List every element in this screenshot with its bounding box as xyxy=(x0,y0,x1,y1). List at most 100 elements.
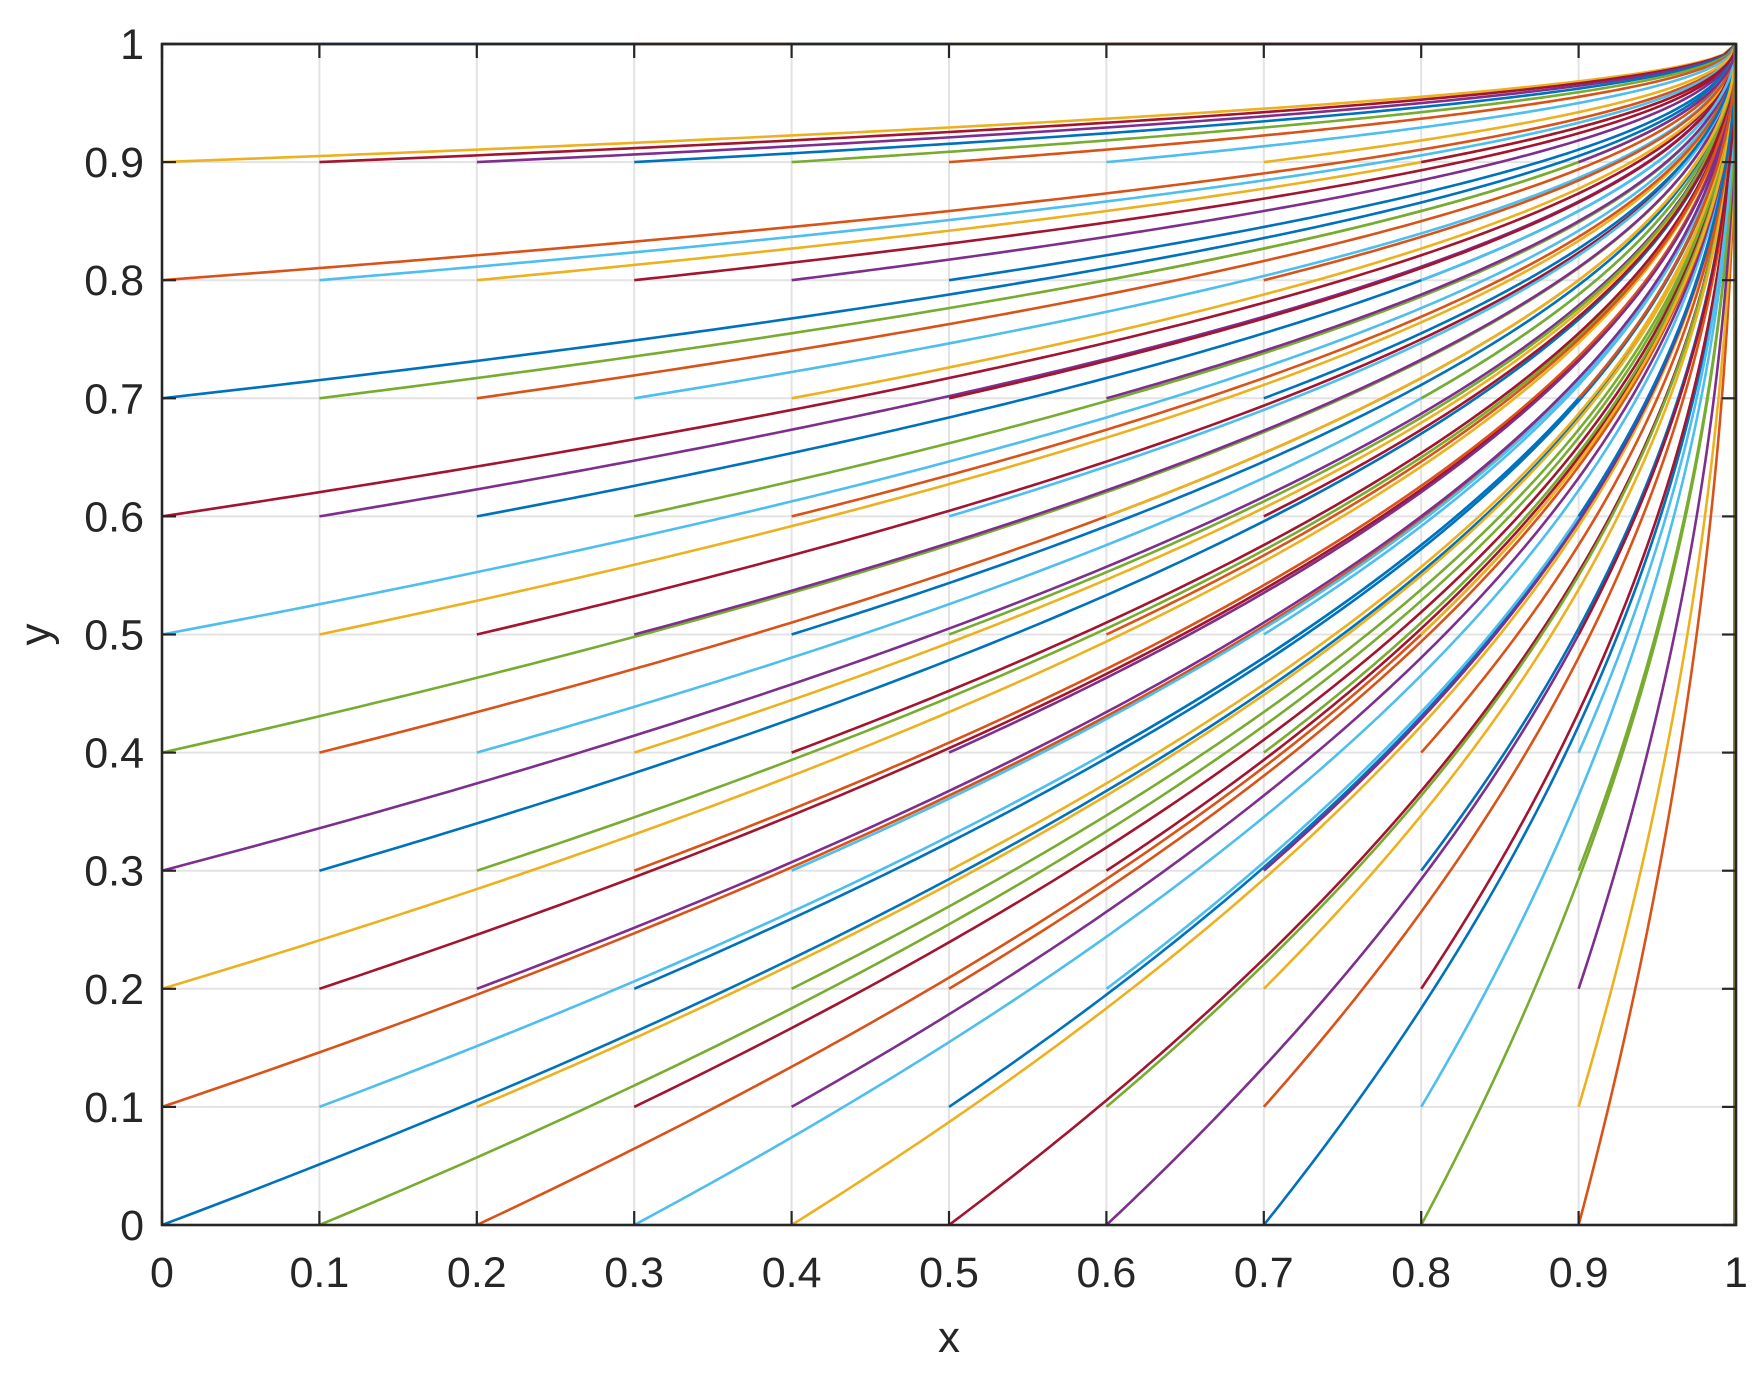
series-line-x0-0-y0-0_5 xyxy=(161,43,1738,636)
series-line-x0-0-y0-0_2 xyxy=(161,43,1738,991)
series-line-x0-0_2-y0-0_5 xyxy=(476,43,1738,636)
series-line-x0-0_8-y0-0_7 xyxy=(1420,43,1738,400)
series-line-x0-0-y0-0_8 xyxy=(161,43,1738,282)
series-line-x0-0_9-y0-0_8 xyxy=(1577,43,1738,282)
series-line-x0-0_6-y0-0_9 xyxy=(1106,43,1738,164)
y-tick-label-2: 0.2 xyxy=(84,966,144,1014)
series-line-x0-0_4-y0-0_4 xyxy=(791,43,1738,754)
series-line-x0-0-y0-0_6 xyxy=(161,43,1738,518)
y-tick-label-8: 0.8 xyxy=(84,257,144,305)
x-tick-label-3: 0.3 xyxy=(604,1249,664,1297)
series-line-x0-0_1-y0-0_2 xyxy=(318,43,1738,991)
x-tick-label-5: 0.5 xyxy=(919,1249,979,1297)
series-line-x0-0_1-y0-0_9 xyxy=(319,43,1737,164)
y-tick-label-6: 0.6 xyxy=(84,493,144,541)
series-line-x0-0_3-y0-0_3 xyxy=(633,43,1738,872)
y-tick-label-10: 1 xyxy=(120,21,144,69)
series-line-x0-0_3-y0-0_5 xyxy=(633,43,1738,636)
x-tick-label-1: 0.1 xyxy=(290,1249,350,1297)
series-line-x0-0_9-y0-0_9 xyxy=(1578,43,1738,164)
series-line-x0-0_5-y0-0_4 xyxy=(948,43,1738,754)
series-line-x0-0_3-y0-0_4 xyxy=(633,43,1738,754)
series-line-x0-0_7-y0-0_4 xyxy=(1263,43,1738,754)
series-line-x0-0_4-y0-0_9 xyxy=(791,43,1738,164)
series-line-x0-0_7-y0-0_5 xyxy=(1263,43,1738,636)
series-line-x0-0_7-y0-0_3 xyxy=(1262,43,1738,872)
series-line-x0-0_9-y0-0_2 xyxy=(1577,43,1738,990)
series-line-x0-0_4-y0-0_5 xyxy=(791,43,1738,636)
series-line-x0-0_4-y0-0_1 xyxy=(790,43,1738,1109)
series-line-x0-0-y0-0_7 xyxy=(161,43,1738,400)
y-tick-label-7: 0.7 xyxy=(84,375,144,423)
series-line-x0-0_7-y0-0 xyxy=(1262,43,1738,1226)
x-tick-label-9: 0.9 xyxy=(1549,1249,1609,1297)
x-tick-label-4: 0.4 xyxy=(762,1249,822,1297)
series-line-x0-0_9-y0-0_1 xyxy=(1577,43,1738,1108)
series-line-x0-0_4-y0-0_2 xyxy=(791,43,1738,990)
series-line-x0-0_5-y0-0_8 xyxy=(948,43,1738,282)
axis-ticks: 0 0.1 0.2 0.3 0.4 0.5 0.6 0.7 0.8 0.9 1 0 0.1 0.2 0.3 0… xyxy=(84,21,1748,1297)
series-line-x0-0_6-y0-0_3 xyxy=(1105,43,1738,872)
series-line-x0-0_9-y0-0_7 xyxy=(1577,43,1738,400)
series-line-x0-0_2-y0-0_3 xyxy=(476,43,1738,872)
series-line-x0-0_5-y0-0_3 xyxy=(948,43,1738,872)
series-line-x0-0_8-y0-0_2 xyxy=(1420,43,1738,990)
y-axis-label: y xyxy=(11,624,60,646)
series-line-x0-0_3-y0-0_1 xyxy=(633,43,1738,1109)
series-line-x0-0_3-y0-0_2 xyxy=(633,43,1738,990)
y-tick-label-4: 0.4 xyxy=(84,730,144,778)
series-line-x0-0_5-y0-0_2 xyxy=(948,43,1738,990)
y-tick-label-9: 0.9 xyxy=(84,139,144,187)
series-line-x0-0_1-y0-0 xyxy=(318,43,1738,1227)
x-tick-label-8: 0.8 xyxy=(1391,1249,1451,1297)
series-line-x0-0_7-y0-0_7 xyxy=(1263,43,1738,400)
series-line-x0-0_3-y0-0_6 xyxy=(633,43,1738,518)
series-line-x0-0_8-y0-0_8 xyxy=(1420,43,1738,282)
series-line-x0-0-y0-0_1 xyxy=(161,43,1738,1109)
series-line-x0-0_5-y0-0_7 xyxy=(948,43,1738,400)
series-line-x0-0_9-y0-0_3 xyxy=(1577,43,1738,872)
series-line-x0-0_3-y0-0_9 xyxy=(634,43,1737,164)
series-line-x0-0_9-y0-0_4 xyxy=(1577,43,1738,754)
x-tick-label-10: 1 xyxy=(1724,1249,1748,1297)
series-line-x0-0_1-y0-0_5 xyxy=(319,43,1738,636)
series-line-x0-0-y0-0_3 xyxy=(161,43,1738,872)
series-line-x0-0-y0-0 xyxy=(161,43,1738,1227)
series-line-x0-0_7-y0-0_2 xyxy=(1262,43,1738,990)
series-line-x0-0_4-y0-0_6 xyxy=(791,43,1738,518)
y-tick-label-0: 0 xyxy=(120,1202,144,1250)
series-line-x0-0_5-y0-0_5 xyxy=(948,43,1738,636)
y-tick-label-1: 0.1 xyxy=(84,1084,144,1132)
series-line-x0-0_4-y0-0_7 xyxy=(791,43,1738,400)
series-line-x0-0_9-y0-0_6 xyxy=(1577,43,1738,518)
x-tick-label-7: 0.7 xyxy=(1234,1249,1294,1297)
series-line-x0-0_4-y0-0_8 xyxy=(791,43,1738,282)
series-line-x0-0_1-y0-0_8 xyxy=(319,43,1738,282)
series-line-x0-0_4-y0-0 xyxy=(790,43,1738,1227)
series-line-x0-0_2-y0-0_1 xyxy=(476,43,1738,1109)
series-line-x0-0_8-y0-0_6 xyxy=(1420,43,1738,518)
series-line-x0-0_8-y0-0_5 xyxy=(1420,43,1738,636)
x-axis-label: x xyxy=(938,1313,960,1362)
series-line-x0-0_8-y0-0_9 xyxy=(1420,43,1738,164)
series-line-x0-0_6-y0-0_7 xyxy=(1106,43,1738,400)
series-line-x0-0_3-y0-0 xyxy=(633,43,1738,1227)
series-line-x0-0-y0-0_9 xyxy=(161,42,1737,164)
series-line-x0-0_1-y0-0_3 xyxy=(319,43,1738,872)
series-line-x0-0_7-y0-0_9 xyxy=(1263,43,1738,164)
series-line-x0-0_5-y0-0_9 xyxy=(948,43,1738,164)
series-line-x0-0_9-y0-0_5 xyxy=(1577,43,1738,636)
y-tick-label-3: 0.3 xyxy=(84,848,144,896)
series-line-x0-0_2-y0-0_9 xyxy=(476,43,1737,164)
series-line-x0-0_5-y0-0_6 xyxy=(948,43,1738,518)
series-line-x0-0_3-y0-0_7 xyxy=(633,43,1738,400)
x-tick-label-2: 0.2 xyxy=(447,1249,507,1297)
series-line-x0-0_3-y0-0_8 xyxy=(634,43,1738,282)
series-line-x0-0_6-y0-0_5 xyxy=(1105,43,1738,636)
series-line-x0-0_6-y0-0_1 xyxy=(1105,43,1738,1108)
x-tick-label-6: 0.6 xyxy=(1077,1249,1137,1297)
x-tick-label-0: 0 xyxy=(150,1249,174,1297)
series-line-x0-0_5-y0-0 xyxy=(948,43,1738,1227)
